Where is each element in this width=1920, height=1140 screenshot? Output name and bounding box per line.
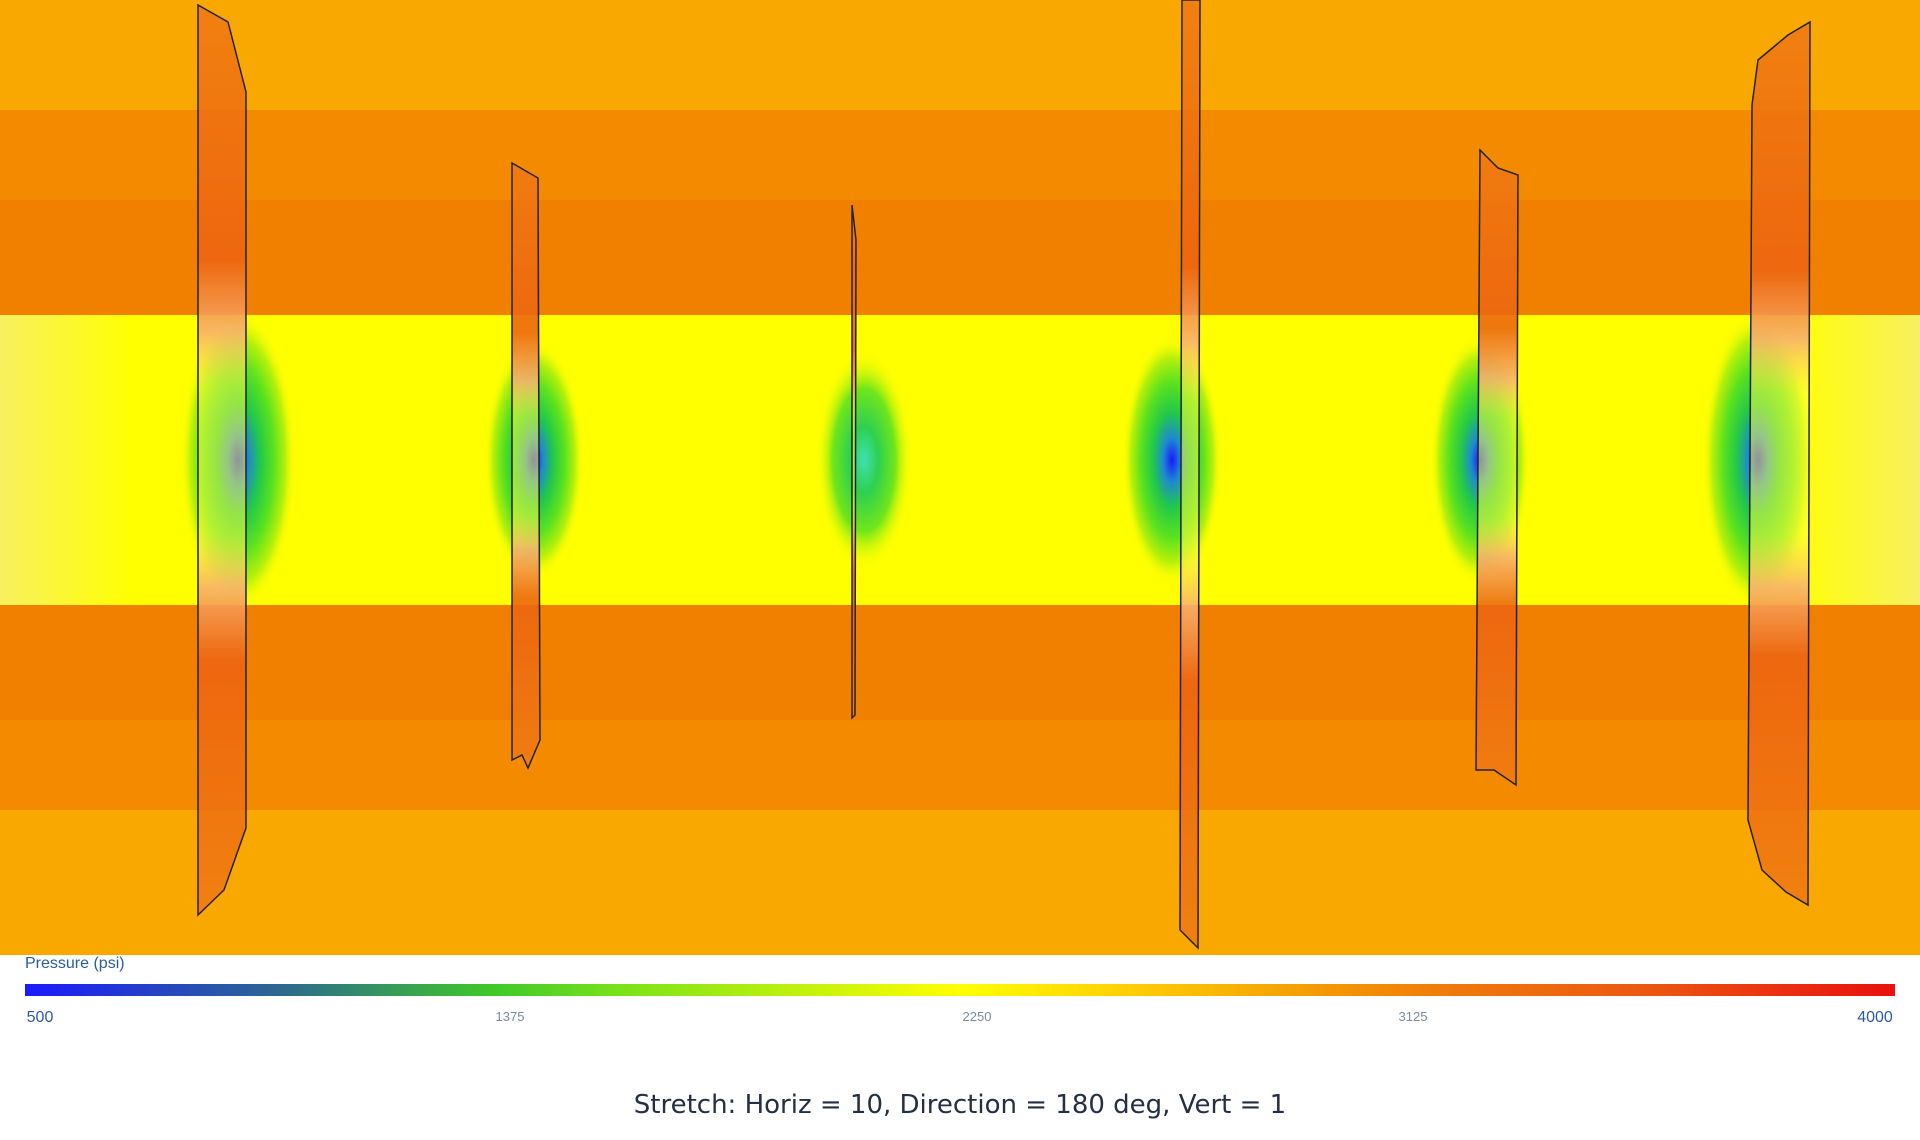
fracture-3 (851, 204, 857, 720)
fracture-1 (197, 3, 247, 917)
fracture-4 (1179, 0, 1201, 950)
pressure-sink-4 (1122, 335, 1222, 585)
fracture-6 (1747, 20, 1811, 907)
pressure-legend: Pressure (psi) 500 1375 2250 3125 4000 (0, 955, 1920, 1055)
outer-layer-top (0, 0, 1920, 110)
band-top-1 (0, 110, 1920, 200)
band-bottom-2 (0, 720, 1920, 810)
fracture-5 (1475, 148, 1519, 787)
stretch-caption: Stretch: Horiz = 10, Direction = 180 deg… (633, 1090, 1287, 1120)
legend-title: Pressure (psi) (25, 955, 125, 972)
legend-tick-2: 2250 (962, 1009, 992, 1024)
fracture-2 (511, 161, 541, 770)
outer-layer-bottom (0, 810, 1920, 955)
high-perm-core (0, 315, 1920, 605)
pressure-field-view[interactable] (0, 0, 1920, 955)
pressure-field-svg (0, 0, 1920, 955)
legend-tick-1: 1375 (495, 1009, 525, 1024)
color-scale-bar (25, 984, 1895, 996)
legend-tick-3: 3125 (1398, 1009, 1428, 1024)
legend-tick-min: 500 (26, 1009, 54, 1026)
band-bottom-1 (0, 605, 1920, 720)
band-top-2 (0, 200, 1920, 315)
legend-tick-max: 4000 (1857, 1009, 1893, 1026)
pressure-sink-3 (816, 350, 912, 570)
